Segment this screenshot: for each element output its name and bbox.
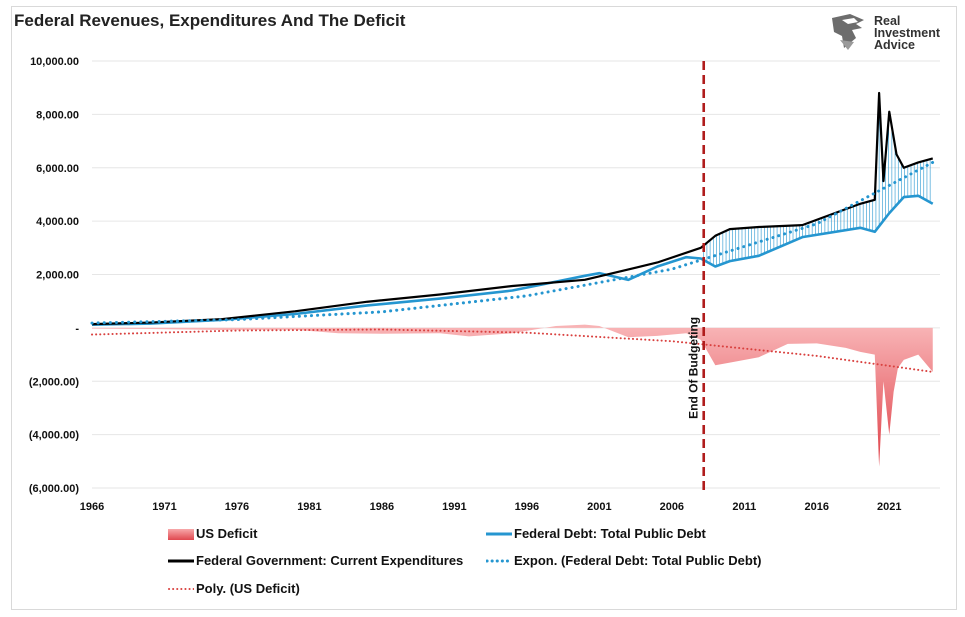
logo-text-line2: Investment: [874, 26, 940, 40]
legend-swatch-expenditures: [168, 559, 194, 563]
x-tick-label: 1981: [297, 501, 321, 513]
end-of-budgeting-label: End Of Budgeting: [687, 317, 701, 419]
expenditures-line: [91, 91, 934, 326]
x-tick-label: 1986: [370, 501, 394, 513]
y-tick-label: (4,000.00): [29, 430, 79, 442]
y-tick-label: (6,000.00): [29, 483, 79, 495]
x-tick-label: 2006: [660, 501, 684, 513]
debt-line: [91, 194, 934, 326]
logo: Real Investment Advice: [826, 12, 946, 54]
y-tick-label: 6,000.00: [36, 163, 79, 175]
legend-swatch-poly: [168, 588, 194, 590]
legend-label-poly: Poly. (US Deficit): [196, 581, 300, 596]
trend-lines: [90, 160, 935, 373]
y-tick-label: 10,000.00: [30, 56, 79, 68]
chart-frame: [11, 6, 957, 610]
legend-label-expenditures: Federal Government: Current Expenditures: [196, 553, 464, 568]
expon-trend-line: [90, 160, 935, 325]
deficit-area-group: [92, 324, 933, 467]
x-tick-label: 2011: [732, 501, 756, 513]
y-tick-label: 4,000.00: [36, 216, 79, 228]
x-tick-label: 2001: [587, 501, 611, 513]
y-tick-label: 8,000.00: [36, 109, 79, 121]
logo-text-line1: Real: [874, 14, 901, 28]
x-tick-label: 2021: [877, 501, 901, 513]
x-tick-label: 2016: [805, 501, 829, 513]
series-lines: [91, 91, 934, 326]
legend-swatch-debt: [486, 532, 512, 536]
eagle-icon: [832, 14, 864, 50]
y-tick-label: 2,000.00: [36, 270, 79, 282]
axis-labels: 10,000.00 8,000.00 6,000.00 4,000.00 2,000.0…: [29, 56, 902, 513]
deficit-area: [92, 324, 933, 467]
debt-gap-fill: [703, 93, 931, 267]
legend-label-debt: Federal Debt: Total Public Debt: [514, 526, 706, 541]
logo-text-line3: Advice: [874, 38, 915, 52]
legend-label-expon: Expon. (Federal Debt: Total Public Debt): [514, 553, 762, 568]
chart-title: Federal Revenues, Expenditures And The D…: [14, 11, 406, 30]
legend-swatch-deficit: [168, 529, 194, 540]
y-tick-label: (2,000.00): [29, 376, 79, 388]
legend-swatch-expon: [486, 559, 512, 563]
x-tick-label: 1971: [152, 501, 176, 513]
legend-label-deficit: US Deficit: [196, 526, 258, 541]
x-tick-label: 1996: [515, 501, 539, 513]
gridlines: [92, 60, 940, 489]
poly-trend-line: [91, 328, 934, 373]
x-tick-label: 1966: [80, 501, 104, 513]
x-tick-label: 1991: [442, 501, 466, 513]
y-tick-label: -: [75, 323, 79, 335]
x-tick-label: 1976: [225, 501, 249, 513]
annotation: End Of Budgeting: [687, 61, 706, 490]
